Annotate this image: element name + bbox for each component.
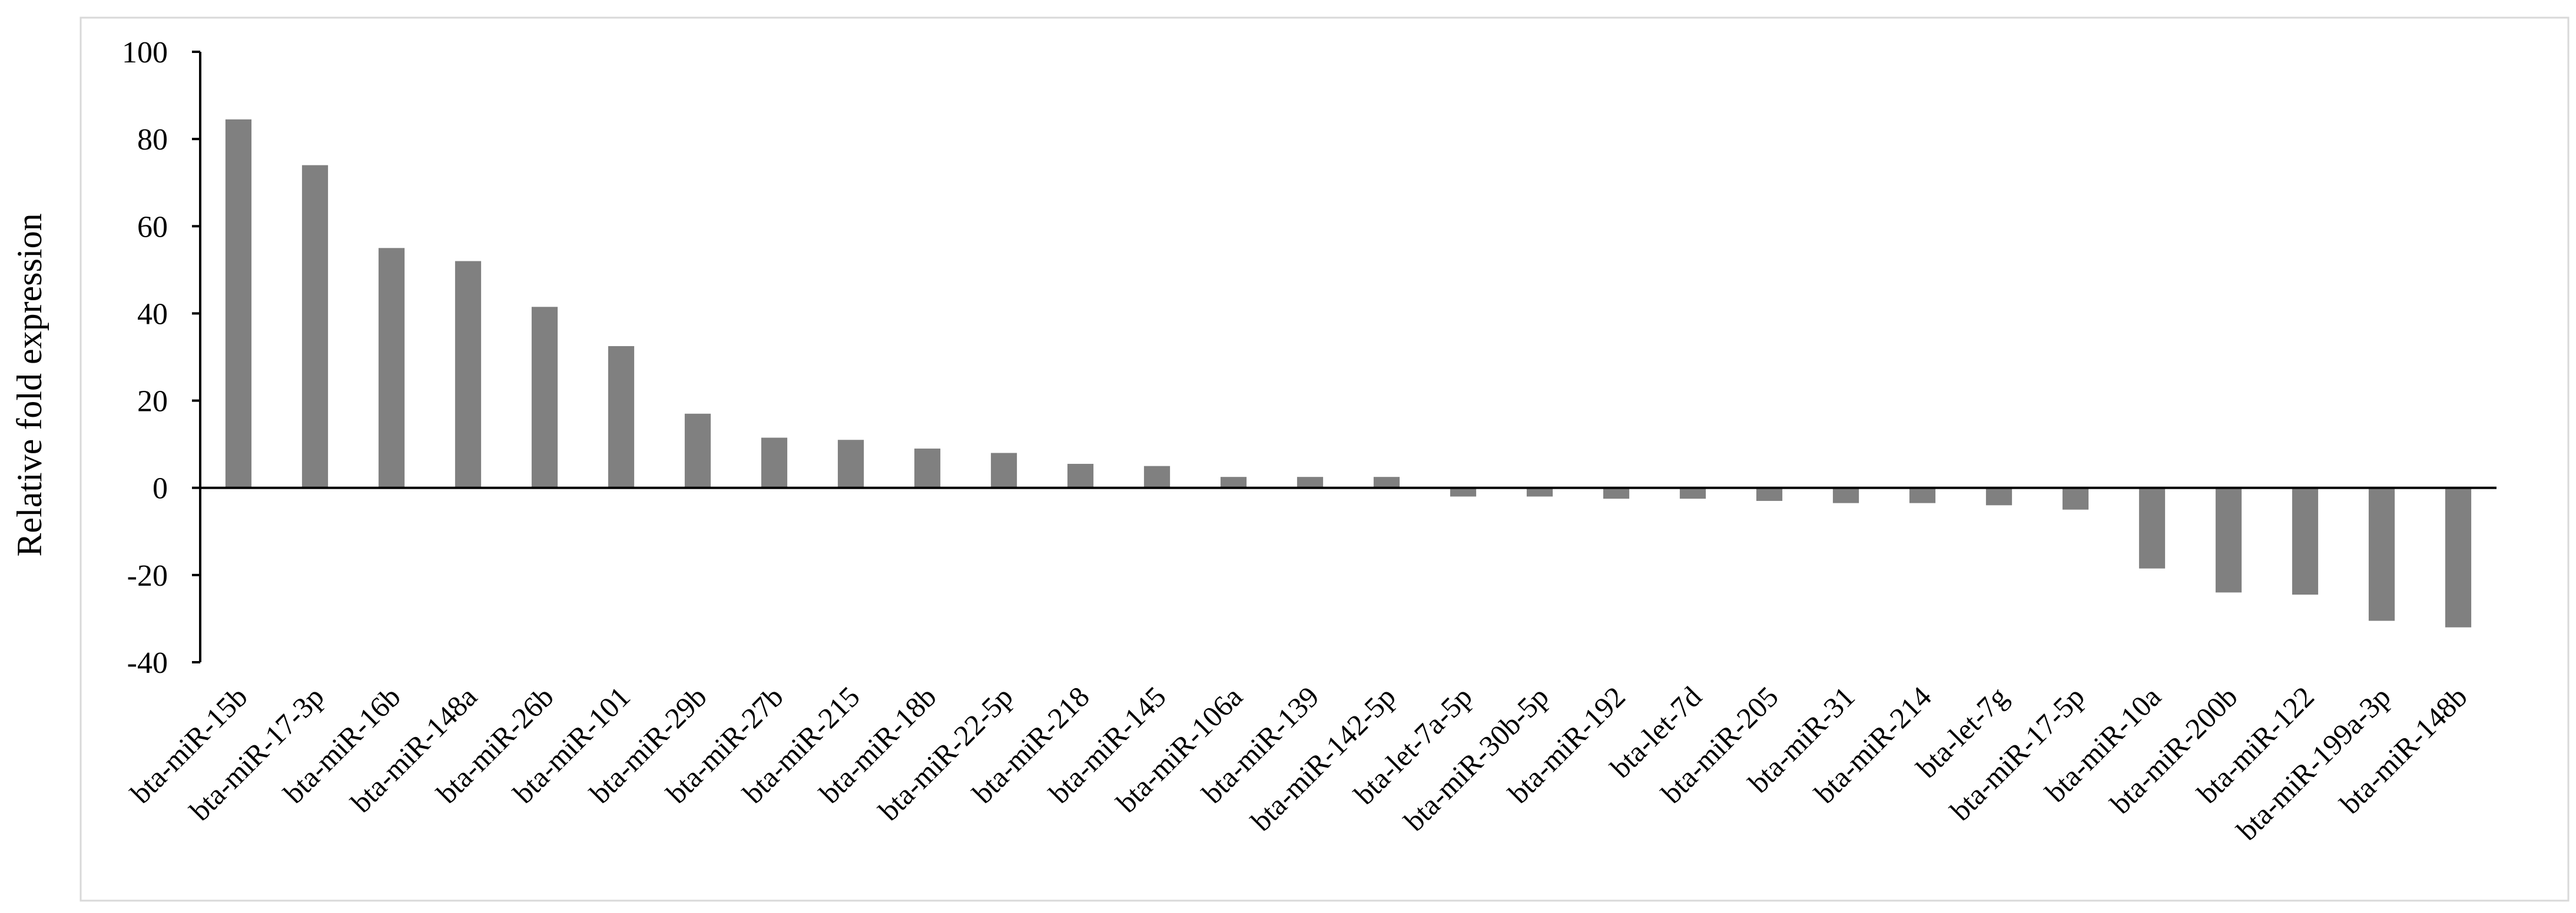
bar <box>1297 477 1324 488</box>
bar <box>1526 487 1553 497</box>
bar <box>2062 487 2089 510</box>
y-tick-label: 60 <box>137 210 168 244</box>
bar <box>1220 477 1247 488</box>
y-tick-label: 40 <box>137 297 168 331</box>
y-tick-label: 80 <box>137 123 168 157</box>
bar <box>378 248 405 488</box>
bar <box>1756 487 1783 501</box>
bar <box>1679 487 1706 499</box>
y-axis-label: Relative fold expression <box>10 213 49 556</box>
y-tick-label: -20 <box>127 559 168 593</box>
chart-frame <box>79 16 2570 902</box>
bar <box>1067 463 1094 488</box>
bar <box>684 413 711 488</box>
bar <box>608 346 635 488</box>
bar <box>2368 487 2395 621</box>
bar <box>301 165 329 488</box>
bar <box>2445 487 2472 628</box>
bar <box>225 119 252 488</box>
bar <box>455 261 482 488</box>
y-axis: 100 80 60 40 20 0 -20 -40 <box>122 36 201 680</box>
bar <box>1832 487 1859 503</box>
bar <box>1450 487 1477 497</box>
bar <box>2292 487 2319 595</box>
bar <box>2139 487 2166 569</box>
bar <box>531 307 558 488</box>
bar <box>1143 466 1171 488</box>
bar <box>1909 487 1936 503</box>
bar <box>1985 487 2013 506</box>
y-tick-label: -40 <box>127 646 168 680</box>
bar <box>1373 477 1400 488</box>
bar <box>1603 487 1630 499</box>
bar <box>2215 487 2242 593</box>
bar <box>761 437 788 488</box>
bar <box>990 453 1017 488</box>
bars-group <box>225 119 2472 628</box>
y-tick-label: 20 <box>137 385 168 419</box>
bar <box>914 449 941 488</box>
y-tick-label: 0 <box>152 472 168 506</box>
y-tick-label: 100 <box>122 36 168 69</box>
bar <box>837 440 864 488</box>
